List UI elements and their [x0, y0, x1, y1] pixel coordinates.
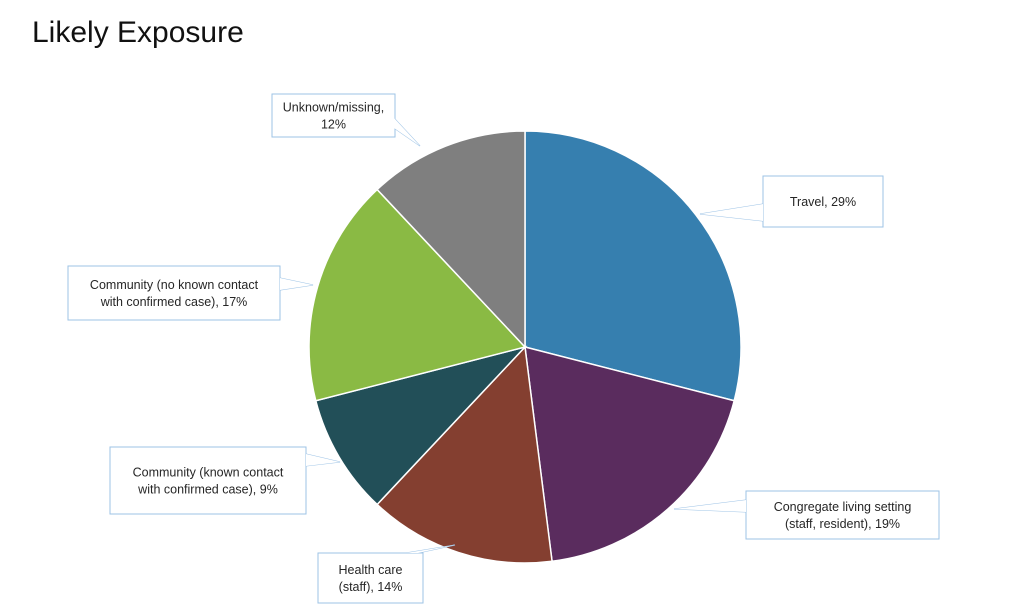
callout-pointer-fill [394, 118, 420, 146]
callout-label-line: Health care [339, 563, 403, 577]
callout-pointer-fill [306, 454, 340, 466]
callout-label-line: with confirmed case), 17% [100, 295, 248, 309]
callout-label-line: (staff), 14% [339, 580, 403, 594]
pie-slice-5 [308, 188, 527, 402]
callout-box [317, 552, 424, 604]
pie-slice-4 [314, 345, 528, 506]
pie-slice-3 [376, 345, 553, 564]
callout-label-line: 12% [321, 118, 346, 132]
callout-label-line: Unknown/missing, [283, 101, 384, 115]
callout-label-line: Congregate living setting [774, 500, 912, 514]
callout-4: Community (known contact with confirmed c… [109, 446, 341, 515]
callout-label-line: (staff, resident), 19% [785, 517, 900, 531]
callout-box [109, 446, 307, 515]
pie-slices [308, 130, 742, 564]
callout-pointer-fill [406, 545, 455, 553]
callout-label: Unknown/missing, 12% [283, 101, 384, 132]
pie-slice-1 [524, 130, 742, 402]
callout-label: Health care (staff), 14% [339, 563, 403, 594]
callout-6: Unknown/missing, 12% [271, 93, 421, 147]
callout-label: Community (known contact with confirmed c… [133, 466, 284, 497]
callout-pointer-fill [280, 278, 313, 290]
callout-label: Community (no known contact with confirme… [90, 278, 259, 309]
callout-5: Community (no known contact with confirme… [67, 265, 314, 321]
callout-label-line: Travel, 29% [790, 195, 856, 209]
callout-box [745, 490, 940, 540]
callout-box [762, 175, 884, 228]
callout-label-line: Community (no known contact [90, 278, 259, 292]
callout-1: Travel, 29% [699, 175, 884, 228]
callout-label: Congregate living setting (staff, residen… [774, 500, 912, 531]
callout-pointer-fill [700, 204, 763, 221]
pie-slice-6 [376, 130, 526, 349]
pie-slice-2 [524, 345, 736, 563]
callout-pointer-fill [674, 500, 746, 512]
callout-box [67, 265, 281, 321]
callout-2: Congregate living setting (staff, residen… [673, 490, 940, 540]
callout-label: Travel, 29% [790, 195, 856, 209]
callout-label-line: Community (known contact [133, 466, 284, 480]
pie-callouts: Travel, 29% Congregate living setting (sta… [67, 93, 940, 604]
callout-3: Health care (staff), 14% [317, 544, 456, 604]
callout-box [271, 93, 396, 138]
page-title: Likely Exposure [32, 16, 244, 49]
callout-label-line: with confirmed case), 9% [137, 483, 278, 497]
